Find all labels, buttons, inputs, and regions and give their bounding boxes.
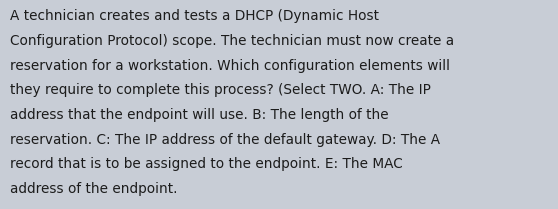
Text: record that is to be assigned to the endpoint. E: The MAC: record that is to be assigned to the end…: [10, 157, 403, 171]
Text: address of the endpoint.: address of the endpoint.: [10, 182, 177, 196]
Text: A technician creates and tests a DHCP (Dynamic Host: A technician creates and tests a DHCP (D…: [10, 9, 379, 23]
Text: address that the endpoint will use. B: The length of the: address that the endpoint will use. B: T…: [10, 108, 389, 122]
Text: Configuration Protocol) scope. The technician must now create a: Configuration Protocol) scope. The techn…: [10, 34, 454, 48]
Text: they require to complete this process? (Select TWO. A: The IP: they require to complete this process? (…: [10, 83, 431, 97]
Text: reservation for a workstation. Which configuration elements will: reservation for a workstation. Which con…: [10, 59, 450, 73]
Text: reservation. C: The IP address of the default gateway. D: The A: reservation. C: The IP address of the de…: [10, 133, 440, 147]
